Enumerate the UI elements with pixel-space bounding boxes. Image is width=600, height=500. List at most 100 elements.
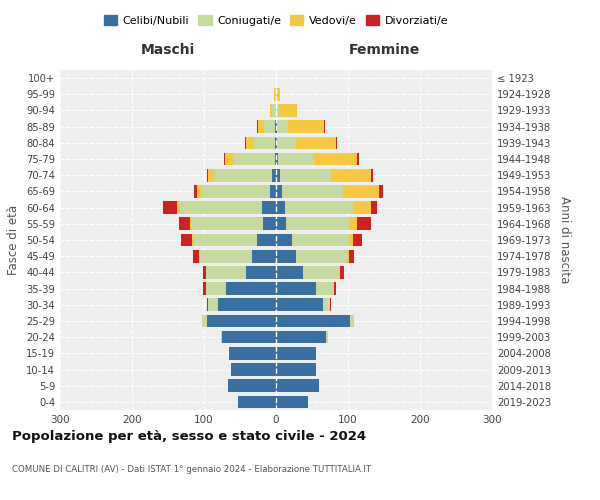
Bar	[179, 218, 190, 230]
Bar	[276, 234, 292, 246]
Bar	[275, 88, 276, 101]
Bar	[343, 185, 379, 198]
Text: Femmine: Femmine	[349, 43, 419, 57]
Bar	[274, 88, 275, 101]
Bar	[203, 282, 206, 295]
Bar	[276, 185, 282, 198]
Bar	[178, 202, 179, 214]
Bar	[263, 218, 276, 230]
Bar	[233, 152, 275, 166]
Bar	[276, 298, 323, 311]
Bar	[276, 169, 280, 181]
Bar	[192, 234, 193, 246]
Bar	[276, 88, 277, 101]
Bar	[277, 120, 288, 133]
Bar	[221, 331, 222, 344]
Bar	[202, 185, 270, 198]
Bar	[206, 282, 226, 295]
Text: COMUNE DI CALITRI (AV) - Dati ISTAT 1° gennaio 2024 - Elaborazione TUTTITALIA.IT: COMUNE DI CALITRI (AV) - Dati ISTAT 1° g…	[12, 465, 371, 474]
Bar	[179, 202, 262, 214]
Bar	[275, 120, 276, 133]
Bar	[222, 331, 276, 344]
Bar	[229, 347, 276, 360]
Bar	[226, 282, 276, 295]
Bar	[334, 282, 337, 295]
Bar	[276, 396, 308, 408]
Bar	[350, 314, 355, 328]
Bar	[277, 136, 296, 149]
Bar	[218, 298, 276, 311]
Bar	[275, 152, 276, 166]
Bar	[194, 185, 197, 198]
Bar	[276, 380, 319, 392]
Y-axis label: Anni di nascita: Anni di nascita	[558, 196, 571, 284]
Bar	[278, 152, 314, 166]
Bar	[257, 234, 276, 246]
Bar	[356, 218, 371, 230]
Bar	[191, 218, 263, 230]
Bar	[246, 266, 276, 278]
Bar	[330, 298, 331, 311]
Bar	[214, 169, 272, 181]
Bar	[331, 169, 371, 181]
Y-axis label: Fasce di età: Fasce di età	[7, 205, 20, 275]
Bar	[296, 136, 336, 149]
Bar	[276, 152, 278, 166]
Bar	[280, 169, 331, 181]
Bar	[181, 234, 192, 246]
Legend: Celibi/Nubili, Coniugati/e, Vedovi/e, Divorziati/e: Celibi/Nubili, Coniugati/e, Vedovi/e, Di…	[100, 11, 452, 30]
Bar	[323, 298, 330, 311]
Bar	[276, 104, 279, 117]
Bar	[238, 396, 276, 408]
Bar	[279, 104, 297, 117]
Bar	[272, 104, 276, 117]
Bar	[276, 266, 304, 278]
Bar	[207, 298, 208, 311]
Bar	[371, 169, 373, 181]
Bar	[203, 266, 206, 278]
Bar	[347, 250, 349, 262]
Bar	[304, 266, 340, 278]
Bar	[326, 331, 328, 344]
Bar	[353, 234, 362, 246]
Text: Popolazione per età, sesso e stato civile - 2024: Popolazione per età, sesso e stato civil…	[12, 430, 366, 443]
Bar	[225, 152, 233, 166]
Bar	[206, 266, 246, 278]
Bar	[208, 169, 214, 181]
Bar	[358, 152, 359, 166]
Bar	[245, 136, 247, 149]
Bar	[276, 363, 316, 376]
Bar	[340, 266, 344, 278]
Bar	[276, 347, 316, 360]
Bar	[207, 314, 276, 328]
Bar	[257, 120, 258, 133]
Bar	[208, 298, 218, 311]
Bar	[270, 185, 276, 198]
Bar	[264, 120, 275, 133]
Bar	[247, 136, 254, 149]
Bar	[190, 218, 191, 230]
Bar	[202, 314, 207, 328]
Bar	[270, 104, 272, 117]
Bar	[276, 282, 316, 295]
Bar	[228, 380, 276, 392]
Bar	[276, 218, 286, 230]
Bar	[224, 152, 225, 166]
Bar	[349, 218, 356, 230]
Bar	[163, 202, 178, 214]
Bar	[272, 169, 276, 181]
Bar	[324, 120, 325, 133]
Bar	[193, 250, 199, 262]
Bar	[316, 282, 334, 295]
Bar	[353, 202, 371, 214]
Bar	[258, 120, 264, 133]
Bar	[251, 250, 276, 262]
Bar	[193, 234, 257, 246]
Bar	[349, 234, 353, 246]
Bar	[379, 185, 383, 198]
Bar	[349, 250, 355, 262]
Bar	[254, 136, 275, 149]
Bar	[276, 136, 277, 149]
Bar	[282, 185, 343, 198]
Bar	[336, 136, 337, 149]
